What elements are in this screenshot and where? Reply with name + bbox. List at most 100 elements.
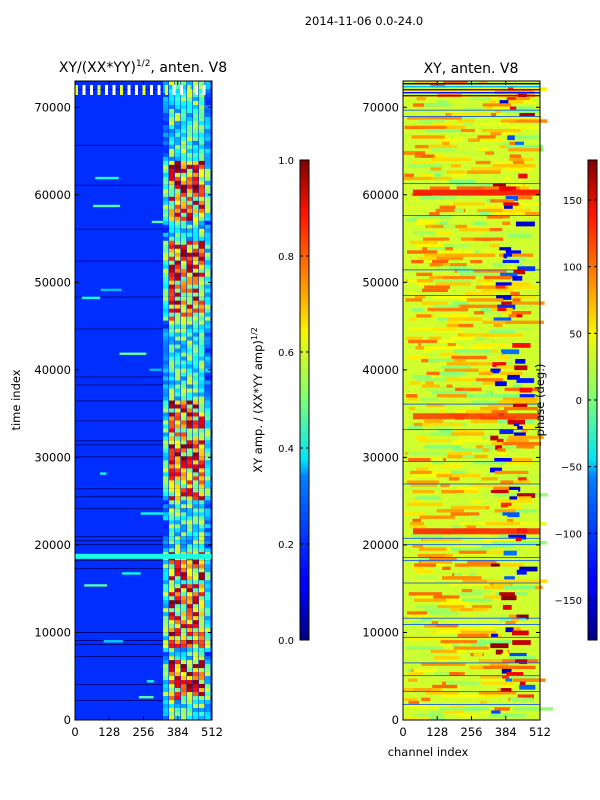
heatmap-cell — [430, 649, 457, 654]
heatmap-cell — [424, 445, 463, 449]
heatmap-cell — [409, 291, 421, 296]
heatmap-cell — [169, 392, 175, 397]
heatmap-cell — [163, 688, 169, 693]
heatmap-cell — [181, 560, 187, 565]
heatmap-cell — [169, 228, 175, 234]
heatmap-cell — [163, 516, 169, 521]
heatmap-cell — [199, 604, 205, 609]
heatmap-cell — [181, 692, 187, 697]
heatmap-cell — [163, 480, 169, 485]
heatmap-cell — [408, 164, 442, 168]
heatmap-cell — [199, 384, 205, 389]
heatmap-cell — [193, 144, 199, 150]
heatmap-cell — [497, 566, 510, 571]
heatmap-cell — [199, 208, 205, 214]
heatmap-cell — [163, 192, 169, 198]
heatmap-cell — [516, 378, 535, 383]
heatmap-cell — [187, 224, 193, 230]
heatmap-cell — [169, 212, 175, 218]
heatmap-cell — [205, 644, 211, 649]
heatmap-cell — [435, 282, 471, 286]
heatmap-cell — [205, 456, 211, 461]
heatmap-cell — [466, 170, 501, 174]
heatmap-cell — [193, 672, 199, 677]
heatmap-cell — [169, 632, 175, 637]
heatmap-cell — [486, 96, 497, 101]
heatmap-cell — [205, 372, 211, 377]
heatmap-cell — [205, 388, 211, 393]
heatmap-cell — [205, 632, 211, 637]
heatmap-cell — [181, 456, 187, 461]
heatmap-cell — [163, 236, 169, 242]
heatmap-cell — [193, 528, 199, 533]
heatmap-cell — [199, 276, 205, 281]
heatmap-cell — [163, 164, 169, 170]
heatmap-cell — [501, 109, 539, 114]
heatmap-cell — [205, 604, 211, 609]
x-tick-label: 256 — [133, 725, 155, 739]
heatmap-cell — [509, 154, 522, 158]
heatmap-cell — [491, 541, 512, 545]
heatmap-cell — [181, 400, 187, 405]
heatmap-cell — [175, 352, 181, 357]
heatmap-cell — [456, 493, 482, 497]
heatmap-cell — [181, 584, 187, 589]
heatmap-cell — [169, 528, 175, 533]
heatmap-cell — [163, 412, 169, 417]
heatmap-cell — [442, 141, 450, 146]
colorbar-tick-label: 50 — [569, 329, 582, 340]
heatmap-cell — [460, 183, 480, 187]
heatmap-cell — [187, 544, 193, 549]
heatmap-cell — [193, 608, 199, 613]
heatmap-cell — [193, 81, 199, 86]
heatmap-cell — [205, 140, 211, 146]
heatmap-cell — [169, 708, 175, 713]
heatmap-cell — [452, 438, 489, 443]
heatmap-cell — [163, 316, 169, 321]
heatmap-cell — [416, 218, 442, 222]
heatmap-cell — [205, 472, 211, 477]
heatmap-cell — [513, 269, 526, 275]
heatmap-cell — [175, 388, 181, 393]
heatmap-cell — [409, 381, 421, 385]
heatmap-cell — [187, 200, 193, 206]
heatmap-cell — [437, 384, 444, 388]
heatmap-cell — [205, 124, 211, 130]
heatmap-cell — [508, 579, 548, 583]
heatmap-cell — [163, 608, 169, 613]
heatmap-cell — [412, 544, 424, 548]
heatmap-cell — [199, 400, 205, 405]
heatmap-cell — [481, 477, 503, 481]
heatmap-cell — [492, 164, 516, 168]
heatmap-cell — [477, 208, 503, 213]
heatmap-cell — [175, 692, 181, 697]
heatmap-cell — [205, 428, 211, 433]
heatmap-cell — [181, 192, 187, 198]
heatmap-cell — [443, 263, 451, 267]
heatmap-cell — [175, 276, 181, 281]
heatmap-cell — [181, 320, 187, 325]
heatmap-cell — [169, 488, 175, 493]
heatmap-cell — [199, 188, 205, 194]
heatmap-cell — [193, 184, 199, 190]
heatmap-cell — [193, 256, 199, 262]
heatmap-cell — [181, 396, 187, 401]
heatmap-cell — [169, 184, 175, 190]
heatmap-cell — [163, 252, 169, 258]
heatmap-cell — [175, 600, 181, 605]
heatmap-cell — [199, 332, 205, 337]
heatmap-cell — [181, 332, 187, 337]
y-tick-label: 0 — [392, 713, 399, 727]
heatmap-cell — [175, 240, 181, 246]
heatmap-cell — [163, 568, 169, 573]
heatmap-cell — [205, 716, 211, 721]
heatmap-cell — [175, 416, 181, 421]
heatmap-cell — [163, 152, 169, 158]
heatmap-cell — [138, 696, 154, 699]
heatmap-cell — [163, 124, 169, 130]
heatmap-cell — [458, 713, 477, 718]
heatmap-cell — [454, 84, 466, 88]
heatmap-cell — [187, 220, 193, 226]
heatmap-cell — [187, 660, 193, 665]
